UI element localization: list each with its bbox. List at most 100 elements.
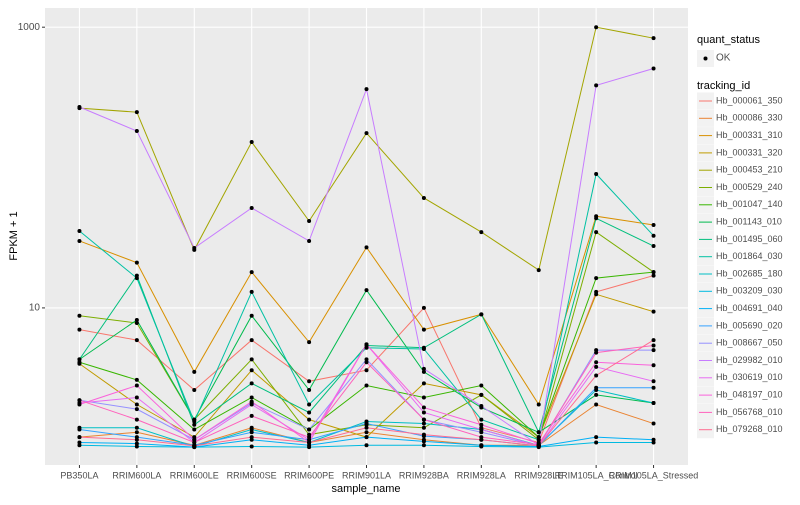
x-axis-title: sample_name xyxy=(331,483,400,495)
x-tick-label: RRIM928LE xyxy=(514,470,563,480)
point xyxy=(364,383,369,388)
point xyxy=(192,427,197,432)
point xyxy=(651,348,656,353)
point xyxy=(479,443,484,448)
point xyxy=(307,427,312,432)
point xyxy=(594,83,599,88)
legend-label: Hb_048197_010 xyxy=(716,389,783,399)
legend-label: Hb_030619_010 xyxy=(716,372,783,382)
point xyxy=(307,410,312,415)
y-axis-title: FPKM + 1 xyxy=(8,211,20,260)
point xyxy=(364,288,369,293)
legend-label: Hb_079268_010 xyxy=(716,424,783,434)
point xyxy=(77,313,82,318)
point xyxy=(651,385,656,390)
legend-label: Hb_000331_320 xyxy=(716,147,783,157)
legend-label: Hb_001143_010 xyxy=(716,216,782,226)
point xyxy=(479,404,484,409)
point xyxy=(77,398,82,403)
point xyxy=(651,222,656,227)
point xyxy=(594,350,599,355)
point xyxy=(421,366,426,371)
point xyxy=(651,343,656,348)
legend-label: Hb_056768_010 xyxy=(716,407,783,417)
legend-symbol xyxy=(703,56,708,61)
point xyxy=(421,327,426,332)
point xyxy=(536,268,541,273)
point xyxy=(192,388,197,393)
point xyxy=(421,421,426,426)
x-tick-label: RRIM928BA xyxy=(399,470,449,480)
point xyxy=(134,441,139,446)
point xyxy=(192,443,197,448)
point xyxy=(594,364,599,369)
point xyxy=(134,417,139,422)
point xyxy=(364,357,369,362)
legend-label: Hb_000086_330 xyxy=(716,113,783,123)
point xyxy=(651,273,656,278)
point xyxy=(134,318,139,323)
point xyxy=(479,430,484,435)
point xyxy=(307,219,312,224)
point xyxy=(364,87,369,92)
y-tick-label: 1000 xyxy=(18,22,41,33)
point xyxy=(134,260,139,265)
x-tick-label: RRIM105LA_Control xyxy=(555,470,638,480)
y-tick-label: 10 xyxy=(29,303,41,314)
point xyxy=(421,443,426,448)
point xyxy=(364,430,369,435)
point xyxy=(192,440,197,445)
point xyxy=(421,425,426,430)
point xyxy=(364,421,369,426)
point xyxy=(651,309,656,314)
legend-label: Hb_001864_030 xyxy=(716,251,783,261)
point xyxy=(249,413,254,418)
x-tick-label: RRIM600SE xyxy=(227,470,277,480)
legend-label: Hb_008667_050 xyxy=(716,338,783,348)
point xyxy=(479,383,484,388)
legend-label: Hb_000453_210 xyxy=(716,165,783,175)
point xyxy=(307,417,312,422)
point xyxy=(594,435,599,440)
point xyxy=(134,338,139,343)
point xyxy=(77,427,82,432)
point xyxy=(364,131,369,136)
point xyxy=(651,421,656,426)
point xyxy=(249,368,254,373)
legend-label: Hb_000529_240 xyxy=(716,182,783,192)
point xyxy=(364,342,369,347)
point xyxy=(364,345,369,350)
point xyxy=(594,292,599,297)
point xyxy=(249,395,254,400)
point xyxy=(134,395,139,400)
point xyxy=(421,195,426,200)
point xyxy=(479,312,484,317)
point xyxy=(77,443,82,448)
point xyxy=(77,327,82,332)
x-tick-label: PB350LA xyxy=(60,470,98,480)
point xyxy=(249,313,254,318)
point xyxy=(249,357,254,362)
point xyxy=(421,381,426,386)
point xyxy=(249,444,254,449)
point xyxy=(651,379,656,384)
point xyxy=(249,206,254,211)
point xyxy=(594,402,599,407)
point xyxy=(307,435,312,440)
legend-title: quant_status xyxy=(697,34,760,46)
point xyxy=(134,383,139,388)
point xyxy=(594,392,599,397)
point xyxy=(651,437,656,442)
legend-label: Hb_029982_010 xyxy=(716,355,783,365)
point xyxy=(249,140,254,145)
point xyxy=(364,245,369,250)
point xyxy=(479,422,484,427)
legend-title: tracking_id xyxy=(697,80,750,92)
point xyxy=(77,435,82,440)
x-tick-label: RRIM901LA xyxy=(342,470,391,480)
point xyxy=(249,289,254,294)
point xyxy=(192,419,197,424)
point xyxy=(134,402,139,407)
point xyxy=(192,246,197,251)
point xyxy=(536,430,541,435)
